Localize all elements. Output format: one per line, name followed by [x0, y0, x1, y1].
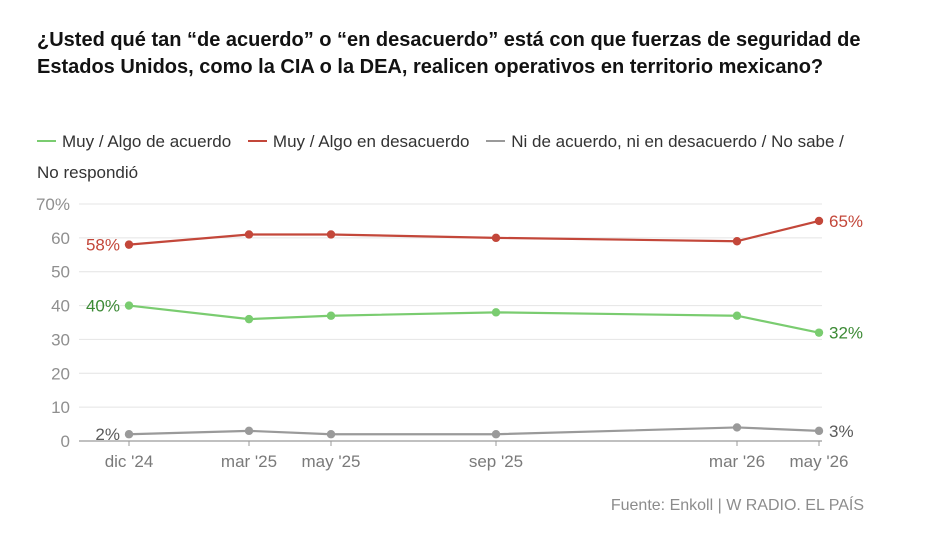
start-value-label-disagree: 58%	[86, 236, 120, 255]
legend-label-agree: Muy / Algo de acuerdo	[62, 132, 232, 151]
legend-item-disagree: Muy / Algo en desacuerdo	[247, 132, 470, 151]
y-axis-ticks: 70% 60 50 40 30 20 10 0	[36, 195, 70, 451]
data-point-neutral	[732, 423, 742, 432]
data-point-neutral	[124, 430, 134, 439]
end-value-label-neutral: 3%	[829, 422, 854, 441]
data-point-agree	[326, 311, 336, 320]
x-tick-label: mar '25	[221, 452, 277, 471]
x-tick-label: dic '24	[105, 452, 154, 471]
data-point-agree	[124, 301, 134, 310]
data-point-neutral	[491, 430, 501, 439]
y-tick-label: 0	[61, 432, 70, 451]
data-point-disagree	[244, 230, 254, 239]
data-point-disagree	[491, 233, 501, 243]
start-value-label-agree: 40%	[86, 297, 120, 316]
x-tick-label: mar '26	[709, 452, 765, 471]
data-point-agree	[814, 328, 824, 337]
y-tick-label: 40	[51, 297, 70, 316]
data-point-disagree	[814, 216, 824, 226]
series-line-agree	[128, 304, 820, 334]
data-point-disagree	[124, 240, 134, 249]
source-note: Fuente: Enkoll | W RADIO. EL PAÍS	[610, 497, 864, 514]
data-point-neutral	[814, 426, 824, 436]
chart-legend: Muy / Algo de acuerdo Muy / Algo en desa…	[37, 126, 867, 188]
data-point-neutral	[326, 430, 336, 439]
data-point-disagree	[326, 230, 336, 239]
data-point-agree	[244, 314, 254, 324]
legend-item-neutral: Ni de acuerdo, ni en desacuerdo / No sab…	[37, 132, 844, 182]
legend-swatch-disagree	[247, 139, 267, 142]
legend-swatch-agree	[37, 139, 56, 142]
y-tick-label: 30	[51, 330, 70, 349]
end-value-label-disagree: 65%	[829, 212, 863, 231]
legend-label-neutral: Ni de acuerdo, ni en desacuerdo / No sab…	[37, 132, 844, 182]
chart-data-labels: 40% 32% 58% 65% 2% 3%	[86, 212, 863, 444]
x-axis-ticks: dic '24 mar '25 may '25 sep '25 mar '26 may '…	[105, 441, 849, 471]
chart-series	[124, 216, 824, 439]
series-line-neutral	[128, 426, 820, 436]
data-point-disagree	[732, 237, 742, 246]
series-line-disagree	[128, 219, 820, 246]
x-tick-label: may '26	[790, 452, 849, 471]
legend-item-agree: Muy / Algo de acuerdo	[37, 132, 231, 151]
data-point-agree	[732, 311, 742, 320]
x-tick-label: may '25	[302, 452, 361, 471]
data-point-agree	[491, 308, 501, 317]
y-tick-label: 20	[51, 364, 70, 383]
y-tick-label: 10	[51, 398, 70, 417]
x-tick-label: sep '25	[469, 452, 523, 471]
y-tick-label: 60	[51, 229, 70, 248]
end-value-label-agree: 32%	[829, 324, 863, 343]
chart-title: ¿Usted qué tan “de acuerdo” o “en desacu…	[37, 29, 861, 78]
start-value-label-neutral: 2%	[95, 425, 120, 444]
data-point-neutral	[244, 426, 254, 436]
y-tick-label: 50	[51, 263, 70, 282]
legend-label-disagree: Muy / Algo en desacuerdo	[272, 132, 470, 151]
y-tick-label: 70%	[36, 195, 70, 214]
legend-swatch-neutral	[486, 139, 506, 142]
